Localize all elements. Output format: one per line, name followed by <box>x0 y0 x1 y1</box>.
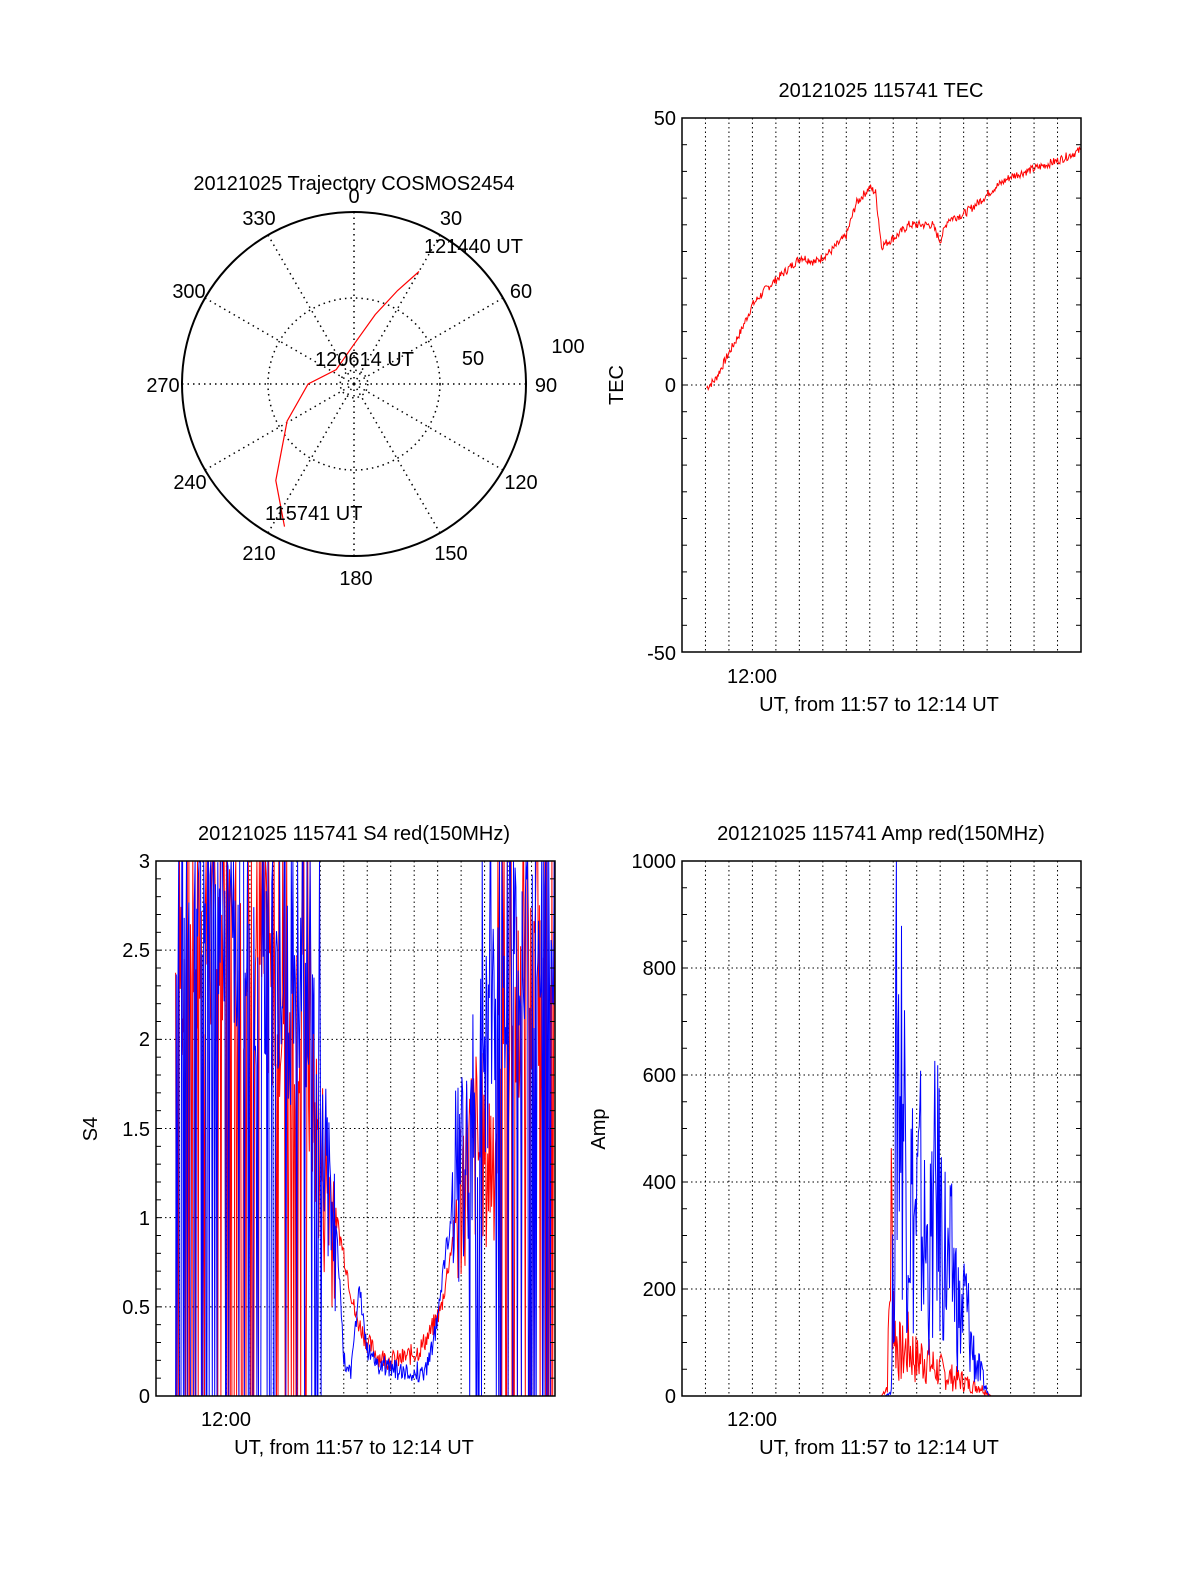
angle-label-300: 300 <box>172 281 205 303</box>
s4-ytick-3: 3 <box>139 851 150 873</box>
amp-xlabel: UT, from 11:57 to 12:14 UT <box>759 1437 999 1459</box>
tec-ylabel: TEC <box>606 365 628 405</box>
tec-xtick-1200: 12:00 <box>727 666 777 688</box>
radius-label-50: 50 <box>462 348 484 370</box>
amp-ylabel: Amp <box>588 1108 610 1149</box>
amp-grid <box>682 861 1081 1396</box>
trajectory-mid-label: 120614 UT <box>315 349 414 371</box>
angle-label-30: 30 <box>440 208 462 230</box>
polar-angle-labels: 0 30 60 90 120 150 180 210 240 270 300 330 <box>146 186 557 590</box>
angle-label-240: 240 <box>173 472 206 494</box>
polar-spoke-330 <box>267 234 355 385</box>
trajectory-end-label: 121440 UT <box>424 236 523 258</box>
s4-ytick-2.5: 2.5 <box>122 940 150 962</box>
polar-grid <box>182 212 526 556</box>
trajectory-series <box>275 271 420 527</box>
polar-spoke-240 <box>204 383 355 471</box>
amp-xtick-1200: 12:00 <box>727 1409 777 1431</box>
s4-ytick-1: 1 <box>139 1208 150 1230</box>
trajectory-start-label: 115741 UT <box>265 503 362 525</box>
trajectory-line <box>275 271 420 527</box>
s4-line-blue <box>175 860 556 1397</box>
amp-line-blue <box>706 860 1081 1397</box>
amp-plot: 20121025 115741 Amp red(150MHz) 0 200 40… <box>588 823 1082 1459</box>
polar-ring-0 <box>267 297 441 471</box>
angle-label-330: 330 <box>242 208 275 230</box>
amp-ticks <box>682 860 1081 1397</box>
amp-line-red <box>706 1148 1081 1397</box>
angle-label-90: 90 <box>535 375 557 397</box>
amp-ytick-0: 0 <box>665 1386 676 1408</box>
polar-spoke-60 <box>353 297 504 385</box>
amp-title: 20121025 115741 Amp red(150MHz) <box>717 823 1045 845</box>
tec-plot: 20121025 115741 TEC 50 0 -50 12:00 UT, f… <box>606 80 1082 716</box>
polar-outer-circle <box>181 211 527 557</box>
tec-xlabel: UT, from 11:57 to 12:14 UT <box>759 694 999 716</box>
s4-series <box>175 860 556 1397</box>
s4-ytick-0: 0 <box>139 1386 150 1408</box>
s4-xtick-1200: 12:00 <box>201 1409 251 1431</box>
angle-label-60: 60 <box>510 281 532 303</box>
radius-label-100: 100 <box>551 336 584 358</box>
s4-title: 20121025 115741 S4 red(150MHz) <box>198 823 510 845</box>
s4-ytick-2: 2 <box>139 1029 150 1051</box>
amp-series <box>706 860 1081 1397</box>
polar-spoke-150 <box>353 383 441 534</box>
tec-line-series <box>706 145 1082 392</box>
trajectory-plot: 20121025 Trajectory COSMOS2454 0 30 60 90 12… <box>146 173 584 590</box>
s4-ytick-0.5: 0.5 <box>122 1297 150 1319</box>
polar-spoke-210 <box>267 383 355 534</box>
amp-ytick-600: 600 <box>643 1065 676 1087</box>
polar-spoke-300 <box>204 297 355 385</box>
amp-frame <box>681 860 1082 1397</box>
tec-ytick-50: 50 <box>654 108 676 130</box>
tec-series <box>706 145 1082 392</box>
tec-ticks <box>682 117 1081 653</box>
amp-ytick-400: 400 <box>643 1172 676 1194</box>
tec-ytick-0: 0 <box>665 375 676 397</box>
s4-xlabel: UT, from 11:57 to 12:14 UT <box>234 1437 474 1459</box>
angle-label-270: 270 <box>146 375 179 397</box>
angle-label-150: 150 <box>434 543 467 565</box>
tec-title: 20121025 115741 TEC <box>779 80 984 102</box>
angle-label-210: 210 <box>242 543 275 565</box>
tec-grid <box>682 118 1081 652</box>
s4-plot: 20121025 115741 S4 red(150MHz) 0 0.5 1 1… <box>80 823 556 1459</box>
s4-ylabel: S4 <box>80 1117 102 1141</box>
amp-ytick-1000: 1000 <box>632 851 677 873</box>
trajectory-title: 20121025 Trajectory COSMOS2454 <box>193 173 514 195</box>
amp-ytick-200: 200 <box>643 1279 676 1301</box>
polar-spoke-30 <box>353 234 441 385</box>
tec-ytick-neg50: -50 <box>647 643 676 665</box>
polar-spoke-120 <box>353 383 504 471</box>
amp-ytick-800: 800 <box>643 958 676 980</box>
angle-label-0: 0 <box>348 186 359 208</box>
s4-ticks <box>156 860 555 1397</box>
angle-label-180: 180 <box>339 568 372 590</box>
s4-ytick-1.5: 1.5 <box>122 1119 150 1141</box>
angle-label-120: 120 <box>504 472 537 494</box>
